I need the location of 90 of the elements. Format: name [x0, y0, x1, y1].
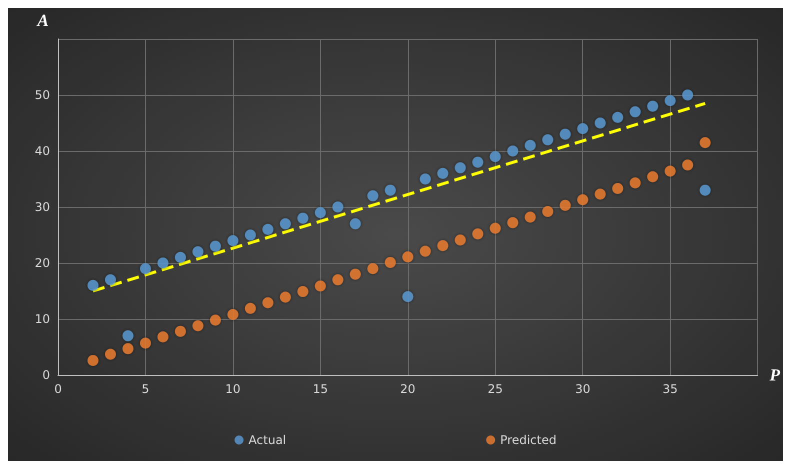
point	[507, 146, 518, 156]
point	[297, 212, 308, 224]
point	[507, 217, 518, 228]
y-tick-label: 50	[34, 88, 50, 102]
point	[542, 134, 554, 146]
point	[437, 168, 448, 179]
point	[454, 234, 466, 246]
point	[420, 174, 431, 184]
point	[350, 268, 361, 280]
point	[560, 128, 571, 140]
point	[104, 274, 116, 286]
x-tick-label: 15	[312, 382, 328, 396]
x-tick-label: 20	[400, 382, 416, 396]
point	[682, 160, 694, 170]
point	[244, 302, 256, 314]
legend-label: Predicted	[500, 433, 556, 447]
y-axis-title: A	[36, 11, 49, 30]
x-tick-label: 0	[54, 382, 62, 396]
y-tick-label: 0	[42, 368, 50, 382]
point	[122, 330, 134, 342]
point	[104, 348, 116, 360]
point	[227, 235, 238, 246]
point	[350, 218, 361, 230]
point	[157, 331, 168, 342]
point	[630, 177, 641, 188]
point	[402, 251, 414, 262]
point	[420, 246, 431, 257]
point	[647, 171, 658, 182]
point	[192, 320, 204, 332]
point	[490, 222, 501, 234]
y-tick-label: 30	[34, 200, 50, 214]
point	[87, 280, 98, 291]
point	[332, 202, 344, 212]
point	[577, 194, 588, 206]
point	[140, 263, 151, 274]
point	[700, 184, 711, 196]
point	[612, 183, 624, 194]
point	[577, 123, 588, 134]
point	[454, 162, 466, 174]
point	[560, 200, 571, 211]
point	[612, 112, 624, 123]
x-tick-label: 35	[662, 382, 678, 396]
point	[594, 188, 606, 200]
point	[664, 95, 676, 106]
point	[280, 292, 291, 303]
point	[174, 326, 186, 337]
point	[174, 252, 186, 263]
point	[630, 106, 641, 118]
point	[682, 90, 694, 100]
point	[647, 100, 658, 112]
point	[437, 240, 448, 252]
point	[332, 274, 344, 286]
point	[262, 297, 274, 308]
point	[280, 218, 291, 230]
x-tick-label: 25	[488, 382, 503, 396]
y-tick-label: 10	[34, 312, 50, 326]
x-axis-title: P	[768, 366, 781, 384]
point	[157, 258, 168, 268]
point	[297, 286, 308, 298]
point	[314, 280, 326, 292]
point	[227, 309, 238, 320]
point	[192, 246, 204, 258]
point	[524, 140, 536, 151]
point	[542, 206, 554, 217]
point	[472, 156, 484, 168]
x-tick-label: 5	[142, 382, 150, 396]
point	[367, 263, 378, 274]
point	[210, 240, 221, 252]
point	[700, 137, 711, 148]
point	[210, 314, 221, 326]
x-tick-label: 30	[575, 382, 590, 396]
x-tick-label: 10	[225, 382, 241, 396]
point	[314, 207, 326, 218]
y-tick-label: 40	[34, 144, 50, 158]
point	[472, 228, 484, 240]
point	[524, 212, 536, 223]
point	[594, 118, 606, 128]
point	[490, 151, 501, 162]
point	[402, 291, 414, 302]
point	[384, 256, 396, 268]
point	[244, 230, 256, 240]
point	[122, 343, 134, 354]
point	[384, 184, 396, 196]
point	[367, 190, 378, 202]
point	[140, 338, 151, 349]
point	[262, 224, 274, 235]
legend-label: Actual	[248, 433, 286, 447]
y-tick-label: 20	[34, 256, 50, 270]
point	[664, 166, 676, 177]
point	[87, 354, 98, 366]
